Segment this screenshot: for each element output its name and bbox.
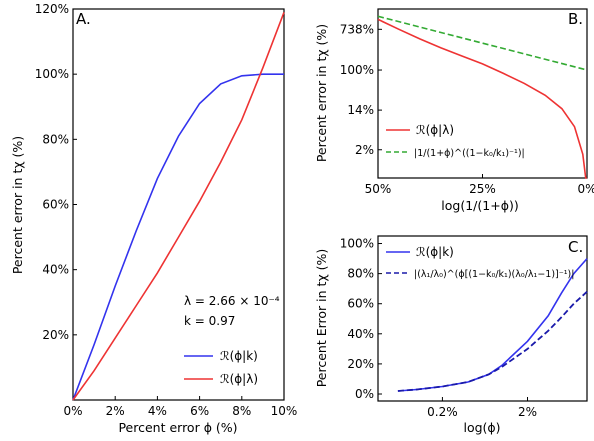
panel-b-x-tick-label: 25%: [469, 182, 496, 196]
panel-c-y-tick-label: 80%: [347, 267, 374, 281]
panel-a-y-axis-label: Percent error in tχ (%): [10, 136, 25, 274]
panel-a-x-tick-label: 0%: [63, 404, 82, 418]
panel-a-y-tick-label: 60%: [42, 198, 69, 212]
panel-b-series-bound-line: [377, 15, 588, 71]
panel-c-y-tick-label: 20%: [347, 357, 374, 371]
panel-a-annotation-lambda: λ = 2.66 × 10⁻⁴: [184, 294, 280, 308]
panel-c-y-ticks: 0% 20% 40% 60% 80% 100%: [340, 237, 382, 401]
panel-c-label: C.: [568, 238, 583, 256]
panel-b-y-ticks: 2% 14% 100% 738%: [340, 22, 382, 157]
panel-a-series-lambda-line: [72, 12, 285, 401]
panel-c-x-tick-label: 2%: [518, 405, 537, 419]
panel-a-y-tick-label: 100%: [35, 67, 69, 81]
panel-c-y-axis-label: Percent Error in tχ (%): [314, 249, 329, 388]
panel-a-y-tick-label: 80%: [42, 132, 69, 146]
panel-b-series: [377, 15, 588, 179]
panel-c-x-axis-label: log(ϕ): [463, 420, 500, 435]
panel-a-x-tick-label: 8%: [232, 404, 251, 418]
panel-b-series-r-line: [377, 18, 587, 179]
panel-b-label: B.: [568, 10, 583, 28]
panel-b-legend-label-r: ℛ(ϕ|λ): [416, 123, 454, 137]
panel-c-series: [397, 258, 588, 392]
panel-a-x-tick-label: 2%: [106, 404, 125, 418]
panel-c-y-tick-label: 60%: [347, 297, 374, 311]
panel-c: C. 0.2% 2% 0% 20% 40% 60% 80% 100% ℛ(ϕ|k) |(λ₁…: [314, 235, 588, 435]
panel-b-y-tick-label: 100%: [340, 63, 374, 77]
panel-a-x-ticks: 0% 2% 4% 6% 8% 10%: [63, 396, 297, 418]
panel-c-y-tick-label: 100%: [340, 237, 374, 251]
panel-a-x-tick-label: 6%: [190, 404, 209, 418]
panel-b-y-tick-label: 2%: [355, 143, 374, 157]
panel-c-series-bound-line: [397, 291, 588, 392]
panel-a-legend-label-lambda: ℛ(ϕ|λ): [220, 372, 258, 386]
panel-b: B. 50% 25% 0% 2% 14% 100% 738% ℛ(ϕ|λ) |1/(1+ϕ…: [314, 8, 594, 213]
panel-a-y-tick-label: 20%: [42, 328, 69, 342]
panel-b-y-axis-label: Percent error in tχ (%): [314, 24, 329, 162]
panel-b-x-tick-label: 0%: [577, 182, 594, 196]
panel-b-x-axis-label: log(1/(1+ϕ)): [441, 198, 518, 213]
panel-a-series-k-line: [72, 73, 284, 401]
panel-a-x-tick-label: 4%: [148, 404, 167, 418]
panel-b-legend-label-bound: |1/(1+ϕ)^((1−k₀/k₁)⁻¹)|: [414, 148, 525, 159]
panel-b-x-tick-label: 50%: [365, 182, 392, 196]
panel-a-legend: ℛ(ϕ|k) ℛ(ϕ|λ): [184, 349, 258, 386]
panel-a-y-ticks: 20% 40% 60% 80% 100% 120%: [35, 2, 77, 342]
panel-b-y-tick-label: 738%: [340, 22, 374, 36]
panel-a-x-axis-label: Percent error ϕ (%): [118, 420, 237, 435]
panel-a: A. 0% 2% 4% 6% 8% 10% 20% 40% 60% 80% 100% 120% λ …: [10, 2, 297, 435]
panel-c-x-ticks: 0.2% 2%: [427, 397, 537, 419]
panel-b-y-tick-label: 14%: [347, 103, 374, 117]
panel-a-series: [72, 12, 285, 401]
panel-c-x-tick-label: 0.2%: [427, 405, 458, 419]
panel-c-frame: [377, 235, 588, 402]
panel-a-legend-label-k: ℛ(ϕ|k): [220, 349, 258, 363]
panel-b-legend: ℛ(ϕ|λ) |1/(1+ϕ)^((1−k₀/k₁)⁻¹)|: [386, 123, 525, 159]
panel-c-legend-label-bound: |(λ₁/λ₀)^(ϕ[(1−k₀/k₁)(λ₀/λ₁−1)]⁻¹)|: [414, 269, 574, 280]
panel-b-x-ticks: 50% 25% 0%: [365, 174, 594, 196]
panel-a-frame: [72, 8, 285, 401]
panel-a-y-tick-label: 40%: [42, 263, 69, 277]
panel-c-legend-label-k: ℛ(ϕ|k): [416, 245, 454, 259]
panel-a-label: A.: [76, 10, 91, 28]
panel-c-legend: ℛ(ϕ|k) |(λ₁/λ₀)^(ϕ[(1−k₀/k₁)(λ₀/λ₁−1)]⁻¹…: [386, 245, 574, 280]
panel-a-annotation-k: k = 0.97: [184, 314, 235, 328]
panel-c-y-tick-label: 0%: [355, 387, 374, 401]
panel-a-x-tick-label: 10%: [271, 404, 298, 418]
panel-a-y-tick-label: 120%: [35, 2, 69, 16]
panel-c-y-tick-label: 40%: [347, 327, 374, 341]
